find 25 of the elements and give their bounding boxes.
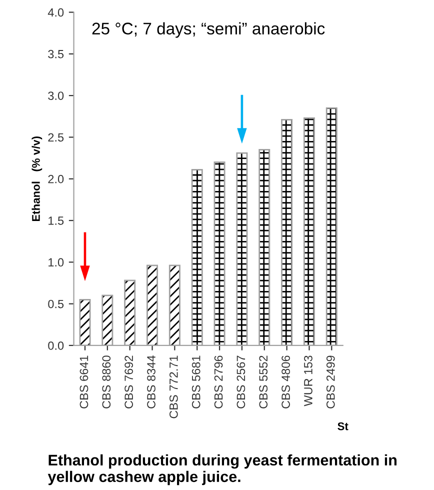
x-axis-title: St	[338, 422, 348, 430]
y-tick-label: 0.0	[48, 341, 64, 350]
x-tick-label: CBS 772.71	[169, 356, 178, 418]
y-tick-label: 3.5	[48, 50, 64, 58]
x-tick-label: CBS 2499	[326, 356, 335, 408]
x-tick-label: WUR 153	[304, 356, 312, 406]
x-tick-label: CBS 6641	[80, 356, 88, 408]
x-tick-label: CBS 8860	[102, 356, 111, 408]
text: Ethanol production during yeast fermentation in yellow cashew apple juice.	[48, 454, 396, 486]
y-tick-label: 3.0	[48, 92, 64, 100]
x-tick-label: CBS 4806	[282, 356, 290, 408]
y-tick-label: 0.5	[48, 300, 64, 308]
x-tick-label: CBS 2567	[236, 356, 246, 408]
y-tick-label: 1.0	[48, 258, 64, 267]
y-tick-label: 4.0	[48, 8, 64, 17]
x-tick-label: CBS 7692	[124, 356, 134, 408]
x-tick-label: CBS 5681	[192, 356, 200, 408]
y-tick-label: 2.0	[48, 174, 64, 184]
x-tick-label: CBS 8344	[147, 356, 156, 408]
x-tick-label: CBS 5552	[259, 356, 268, 408]
y-axis-title: Ethanol (% v/v)	[32, 136, 42, 222]
y-tick-label: 1.5	[48, 216, 64, 225]
annotation: 25 °C; 7 days; “semi” anaerobic	[92, 22, 325, 38]
x-tick-label: CBS 2796	[214, 356, 223, 408]
y-tick-label: 2.5	[48, 133, 64, 142]
